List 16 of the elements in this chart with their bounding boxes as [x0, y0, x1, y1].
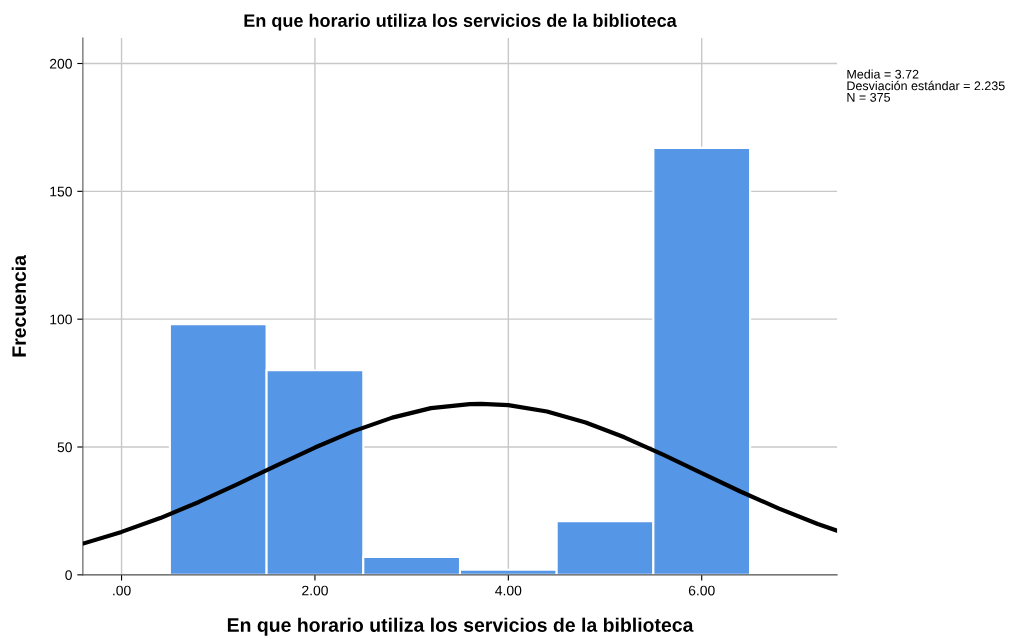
x-tick-label: 2.00: [302, 585, 328, 596]
y-tick-label: 150: [50, 186, 72, 197]
chart-title: En que horario utiliza los servicios de la biblioteca: [244, 13, 677, 31]
x-tick-label: 6.00: [688, 585, 715, 596]
y-tick-label: 100: [50, 314, 72, 325]
y-axis-title: Frecuencia: [11, 254, 27, 357]
text: Desviación estándar = 2.235: [847, 80, 1005, 91]
y-tick-label: 0: [65, 570, 72, 581]
text: N = 375: [847, 92, 891, 102]
y-tick-label: 50: [57, 442, 72, 453]
x-tick-label: .00: [113, 585, 131, 596]
x-axis-title: En que horario utiliza los servicios de la biblioteca: [227, 617, 694, 636]
y-tick-label: 200: [49, 58, 72, 69]
x-tick-label: 4.00: [495, 585, 522, 596]
line-series: [82, 401, 838, 546]
text: Media = 3.72: [847, 69, 919, 79]
